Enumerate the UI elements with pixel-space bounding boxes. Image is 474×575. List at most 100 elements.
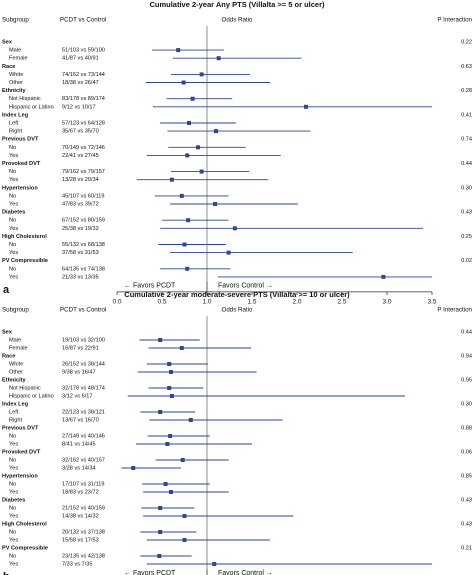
counts: 13/28 vs 20/34 xyxy=(62,177,99,183)
x-tick-label: 2.0 xyxy=(292,299,301,306)
counts: 19/103 vs 32/100 xyxy=(62,337,105,343)
odds-ratio-point xyxy=(169,394,174,398)
subgroup-label: Hispanic or Latino xyxy=(9,104,54,110)
subgroup-label: Yes xyxy=(9,465,18,471)
p-interaction: 0.88 xyxy=(461,425,472,431)
subgroup-label: No xyxy=(9,193,16,199)
odds-ratio-point xyxy=(176,48,181,53)
counts: 37/58 vs 31/53 xyxy=(62,250,99,256)
p-interaction: 0.02 xyxy=(461,258,472,264)
odds-ratio-point xyxy=(168,434,173,438)
x-tick-label: 2.5 xyxy=(337,299,346,306)
counts: 14/38 vs 14/32 xyxy=(62,513,99,519)
counts: 21/33 vs 13/35 xyxy=(62,274,99,280)
odds-ratio-point xyxy=(167,386,172,390)
counts: 45/107 vs 60/119 xyxy=(62,193,105,199)
odds-ratio-point xyxy=(167,362,172,366)
column-header: PCDT vs Control xyxy=(60,307,106,314)
counts: 3/12 vs 6/17 xyxy=(62,393,92,399)
p-interaction: 0.95 xyxy=(461,377,472,383)
odds-ratio-point xyxy=(199,72,204,77)
odds-ratio-point xyxy=(180,458,185,462)
odds-ratio-point xyxy=(188,418,193,422)
subgroup-label: No xyxy=(9,266,16,272)
panel-label: a xyxy=(3,284,10,296)
subgroup-label: Yes xyxy=(9,177,18,183)
counts: 47/83 vs 39/72 xyxy=(62,201,99,207)
subgroup-heading: Hypertension xyxy=(2,473,38,479)
p-interaction: 0.44 xyxy=(461,161,472,167)
odds-ratio-point xyxy=(214,129,218,134)
p-interaction: 0.25 xyxy=(461,234,472,240)
subgroup-label: Female xyxy=(9,56,28,62)
subgroup-label: White xyxy=(9,72,23,78)
column-header: Odds Ratio xyxy=(222,307,254,314)
odds-ratio-point xyxy=(131,466,136,470)
subgroup-label: Left xyxy=(9,120,19,126)
counts: 17/107 vs 31/119 xyxy=(62,481,105,487)
subgroup-label: Yes xyxy=(9,489,18,495)
subgroup-label: Hispanic or Latino xyxy=(9,393,54,399)
odds-ratio-point xyxy=(190,96,195,101)
odds-ratio-point xyxy=(158,506,163,510)
subgroup-heading: Previous DVT xyxy=(2,137,39,143)
counts: 18/38 vs 26/47 xyxy=(62,80,99,86)
subgroup-label: No xyxy=(9,481,16,487)
subgroup-label: Yes xyxy=(9,513,18,519)
odds-ratio-point xyxy=(232,226,237,231)
subgroup-label: No xyxy=(9,169,16,175)
counts: 79/162 vs 79/157 xyxy=(62,169,105,175)
counts: 21/152 vs 40/159 xyxy=(62,505,105,511)
p-interaction: 0.74 xyxy=(461,137,472,143)
odds-ratio-point xyxy=(169,177,174,182)
counts: 13/67 vs 16/70 xyxy=(62,417,99,423)
subgroup-label: No xyxy=(9,433,16,439)
odds-ratio-point xyxy=(212,562,217,566)
counts: 20/132 vs 37/138 xyxy=(62,529,105,535)
odds-ratio-point xyxy=(165,442,170,446)
subgroup-label: No xyxy=(9,145,16,151)
p-interaction: 0.30 xyxy=(461,185,472,191)
p-interaction: 0.21 xyxy=(461,545,472,551)
odds-ratio-point xyxy=(157,554,162,558)
subgroup-label: White xyxy=(9,361,23,367)
odds-ratio-point xyxy=(179,193,184,198)
odds-ratio-point xyxy=(381,274,386,279)
odds-ratio-point xyxy=(185,153,190,158)
counts: 22/41 vs 27/45 xyxy=(62,153,99,159)
subgroup-label: Yes xyxy=(9,226,18,232)
counts: 7/33 vs 7/35 xyxy=(62,561,92,567)
odds-ratio-point xyxy=(163,482,168,486)
subgroup-heading: Ethnicity xyxy=(2,377,27,383)
odds-ratio-point xyxy=(196,145,200,150)
subgroup-heading: PV Compressible xyxy=(2,258,48,264)
counts: 55/132 vs 68/138 xyxy=(62,242,105,248)
subgroup-label: Female xyxy=(9,345,28,351)
x-tick-label: 1.0 xyxy=(202,299,211,306)
p-interaction: 0.63 xyxy=(461,64,472,70)
subgroup-heading: High Cholesterol xyxy=(2,234,47,240)
counts: 9/38 vs 16/47 xyxy=(62,369,96,375)
counts: 22/123 vs 38/121 xyxy=(62,409,105,415)
p-interaction: 0.94 xyxy=(461,353,472,359)
subgroup-heading: Diabetes xyxy=(2,497,25,503)
subgroup-label: Male xyxy=(9,48,21,54)
favors-left: ← Favors PCDT xyxy=(124,283,176,290)
subgroup-heading: Ethnicity xyxy=(2,88,27,94)
odds-ratio-point xyxy=(304,104,308,109)
counts: 23/135 vs 42/138 xyxy=(62,553,105,559)
p-interaction: 0.28 xyxy=(461,88,472,94)
subgroup-heading: Index Leg xyxy=(2,401,29,407)
p-interaction: 0.44 xyxy=(461,329,472,335)
counts: 41/87 vs 40/91 xyxy=(62,56,99,62)
p-interaction: 0.43 xyxy=(461,210,472,216)
p-interaction: 0.30 xyxy=(461,401,472,407)
odds-ratio-point xyxy=(187,121,191,125)
column-header: P Interaction xyxy=(437,307,472,314)
subgroup-label: Male xyxy=(9,337,21,343)
x-tick-label: 3.5 xyxy=(427,299,436,306)
subgroup-heading: Index Leg xyxy=(2,112,29,118)
odds-ratio-point xyxy=(158,530,163,534)
subgroup-label: Yes xyxy=(9,441,18,447)
